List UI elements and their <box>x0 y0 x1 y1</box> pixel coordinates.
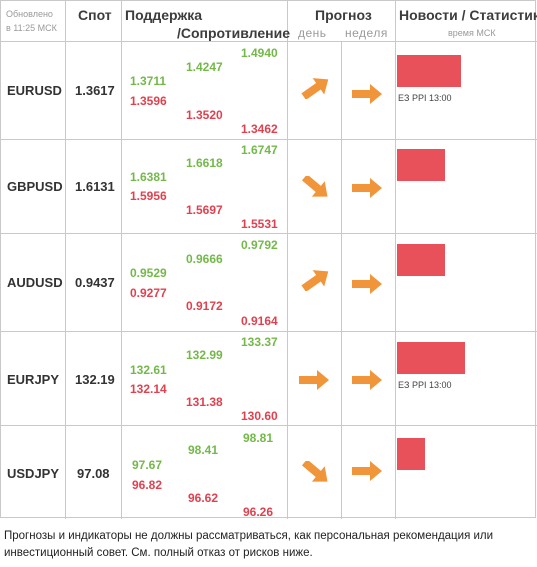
level-2-green: 1.4247 <box>186 60 223 74</box>
spot-value: 1.3617 <box>75 83 115 98</box>
disclaimer-text: Прогнозы и индикаторы не должны рассматр… <box>4 530 494 559</box>
arrow-right-icon <box>299 370 329 390</box>
support-1-green: 1.6381 <box>130 170 167 184</box>
header-divider <box>1 41 537 42</box>
spot-value: 1.6131 <box>75 179 115 194</box>
level-3-red: 1.5531 <box>241 217 278 231</box>
level-3-green: 1.6747 <box>241 143 278 157</box>
news-note: EЗ PPI 13:00 <box>398 380 452 390</box>
support-header: Поддержка <box>125 7 203 23</box>
level-2-red: 1.3520 <box>186 108 223 122</box>
level-2-green: 98.41 <box>188 443 219 457</box>
forecast-day-header: день <box>298 26 327 40</box>
pair-label: GBPUSD <box>7 179 63 194</box>
arrow-up-right-icon <box>301 270 329 291</box>
news-bar <box>397 149 445 181</box>
spot-header: Спот <box>78 7 112 23</box>
spot-value: 0.9437 <box>75 275 115 290</box>
pair-label: USDJPY <box>7 466 60 481</box>
col-divider <box>341 41 342 519</box>
level-3-red: 0.9164 <box>241 314 278 328</box>
forecast-week-header: неделя <box>345 26 388 40</box>
updated-label: Обновлено <box>6 9 53 19</box>
level-3-red: 130.60 <box>241 409 278 423</box>
pair-label: EURUSD <box>7 83 62 98</box>
msk-time-label: время МСК <box>448 28 496 38</box>
row-divider <box>1 425 537 426</box>
level-2-green: 0.9666 <box>186 252 223 266</box>
news-header: Новости / Статистика <box>399 7 537 23</box>
support-1-red: 96.82 <box>132 478 163 492</box>
updated-time: в 11:25 МСК <box>6 23 57 33</box>
arrow-right-icon <box>352 274 382 294</box>
news-bar <box>397 55 461 87</box>
news-note: EЗ PPI 13:00 <box>398 93 452 103</box>
support-1-green: 132.61 <box>130 363 167 377</box>
arrow-right-icon <box>352 178 382 198</box>
row-divider <box>1 139 537 140</box>
col-divider <box>121 1 122 519</box>
arrow-right-icon <box>352 370 382 390</box>
news-bar <box>397 244 445 276</box>
level-3-green: 0.9792 <box>241 238 278 252</box>
level-3-green: 98.81 <box>243 431 274 445</box>
level-2-green: 1.6618 <box>186 156 223 170</box>
spot-value: 97.08 <box>77 466 110 481</box>
pair-label: EURJPY <box>7 372 60 387</box>
level-3-green: 133.37 <box>241 335 278 349</box>
col-divider <box>287 1 288 519</box>
news-bar <box>397 438 425 470</box>
arrow-down-right-icon <box>301 176 328 197</box>
support-1-red: 0.9277 <box>130 286 167 300</box>
support-1-green: 1.3711 <box>130 74 167 88</box>
level-3-green: 1.4940 <box>241 46 278 60</box>
col-divider <box>395 1 396 519</box>
arrow-right-icon <box>352 84 382 104</box>
level-2-green: 132.99 <box>186 348 223 362</box>
arrow-right-icon <box>352 461 382 481</box>
resistance-header: /Сопротивление <box>177 25 290 41</box>
forex-table: Обновлено в 11:25 МСК Спот Поддержка /Со… <box>0 0 537 519</box>
arrow-up-right-icon <box>301 78 329 99</box>
arrow-down-right-icon <box>301 461 328 482</box>
pair-label: AUDUSD <box>7 275 63 290</box>
support-1-red: 1.5956 <box>130 189 167 203</box>
row-divider <box>1 331 537 332</box>
news-bar <box>397 342 465 374</box>
level-2-red: 0.9172 <box>186 299 223 313</box>
col-divider <box>65 1 66 519</box>
level-2-red: 1.5697 <box>186 203 223 217</box>
spot-value: 132.19 <box>75 372 115 387</box>
forecast-header: Прогноз <box>315 7 372 23</box>
level-3-red: 1.3462 <box>241 122 278 136</box>
support-1-green: 97.67 <box>132 458 163 472</box>
support-1-green: 0.9529 <box>130 266 167 280</box>
level-2-red: 131.38 <box>186 395 223 409</box>
row-divider <box>1 233 537 234</box>
support-1-red: 132.14 <box>130 382 167 396</box>
support-1-red: 1.3596 <box>130 94 167 108</box>
level-2-red: 96.62 <box>188 491 219 505</box>
level-3-red: 96.26 <box>243 505 274 519</box>
